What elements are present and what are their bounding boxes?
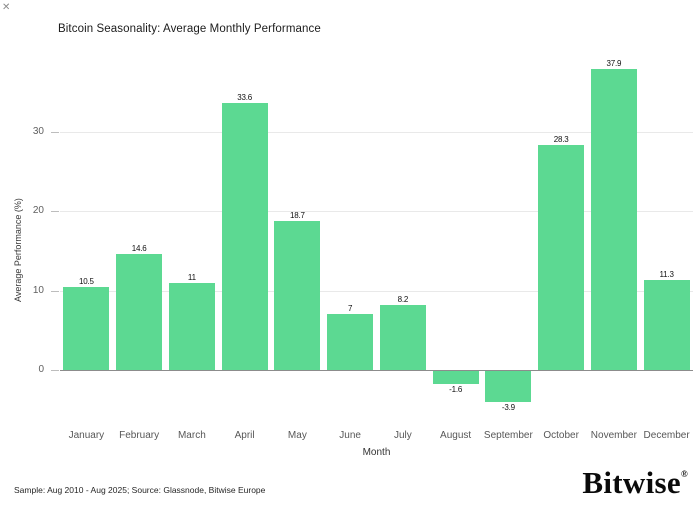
bar-value-label: 33.6: [237, 92, 253, 102]
bar-value-label: 10.5: [78, 276, 94, 286]
gridline: [60, 211, 693, 212]
bar-value-label: 11: [187, 272, 196, 282]
zero-gridline: [60, 370, 693, 371]
bar-value-label: 8.2: [397, 294, 409, 304]
x-tick-label: May: [287, 430, 307, 441]
bar-june: [327, 314, 374, 370]
y-tick-label: 10: [32, 284, 44, 296]
chart-title: Bitcoin Seasonality: Average Monthly Per…: [58, 23, 321, 35]
x-tick-label: February: [119, 430, 160, 441]
x-tick-label: June: [339, 430, 361, 441]
y-tick-mark: [51, 211, 59, 212]
x-tick-label: November: [590, 430, 637, 441]
x-axis-title: Month: [362, 447, 391, 458]
y-tick-label: 20: [32, 205, 44, 216]
close-icon[interactable]: ✕: [2, 2, 11, 13]
bar-march: [168, 282, 215, 370]
bar-november: [590, 68, 637, 370]
bar-october: [538, 145, 585, 370]
x-axis-labels: January February March April May June July Augu…: [60, 430, 693, 441]
bar-value-label: 37.9: [606, 58, 622, 68]
bar-may: [274, 221, 321, 370]
bar-september: [485, 371, 532, 402]
y-tick-mark: [51, 290, 59, 292]
bar-december: [643, 280, 690, 370]
x-tick-label: April: [234, 430, 255, 441]
bar-value-label: -1.6: [449, 384, 463, 394]
bar-value-label: 18.7: [289, 211, 305, 221]
bar-april: [221, 102, 268, 370]
plot-area: 10.5 14.6 11 33.6 18.7 7 8.2 -1.6 -3.9 28.3 37.9 11…: [60, 55, 693, 415]
gridline: [60, 131, 693, 133]
x-tick-label: September: [483, 430, 533, 441]
y-axis-ticks: 0 10 20 30: [0, 55, 60, 415]
bar-february: [116, 253, 163, 370]
registered-mark: ®: [680, 469, 688, 479]
x-tick-label: August: [440, 430, 472, 441]
gridline: [60, 290, 693, 292]
y-tick-label: 0: [38, 364, 44, 375]
bar-august: [432, 371, 479, 384]
bar-value-label: -3.9: [501, 403, 515, 412]
bar-value-label: 7: [348, 304, 353, 314]
logo-text: Bitwise: [582, 465, 681, 500]
x-tick-label: July: [393, 430, 412, 441]
y-tick-mark: [51, 370, 59, 371]
y-tick-mark: [51, 131, 59, 133]
bar-july: [379, 304, 426, 370]
bar-value-label: 11.3: [659, 270, 674, 280]
bar-value-label: 28.3: [553, 135, 569, 144]
x-tick-label: December: [643, 430, 690, 441]
bar-january: [63, 286, 110, 370]
source-note: Sample: Aug 2010 - Aug 2025; Source: Gla…: [14, 485, 266, 495]
y-tick-label: 30: [32, 125, 44, 137]
x-tick-label: October: [543, 430, 579, 441]
x-tick-label: March: [177, 430, 206, 441]
bar-value-label: 14.6: [131, 243, 147, 253]
x-tick-label: January: [68, 430, 105, 441]
bitwise-logo: Bitwise®: [582, 467, 688, 498]
